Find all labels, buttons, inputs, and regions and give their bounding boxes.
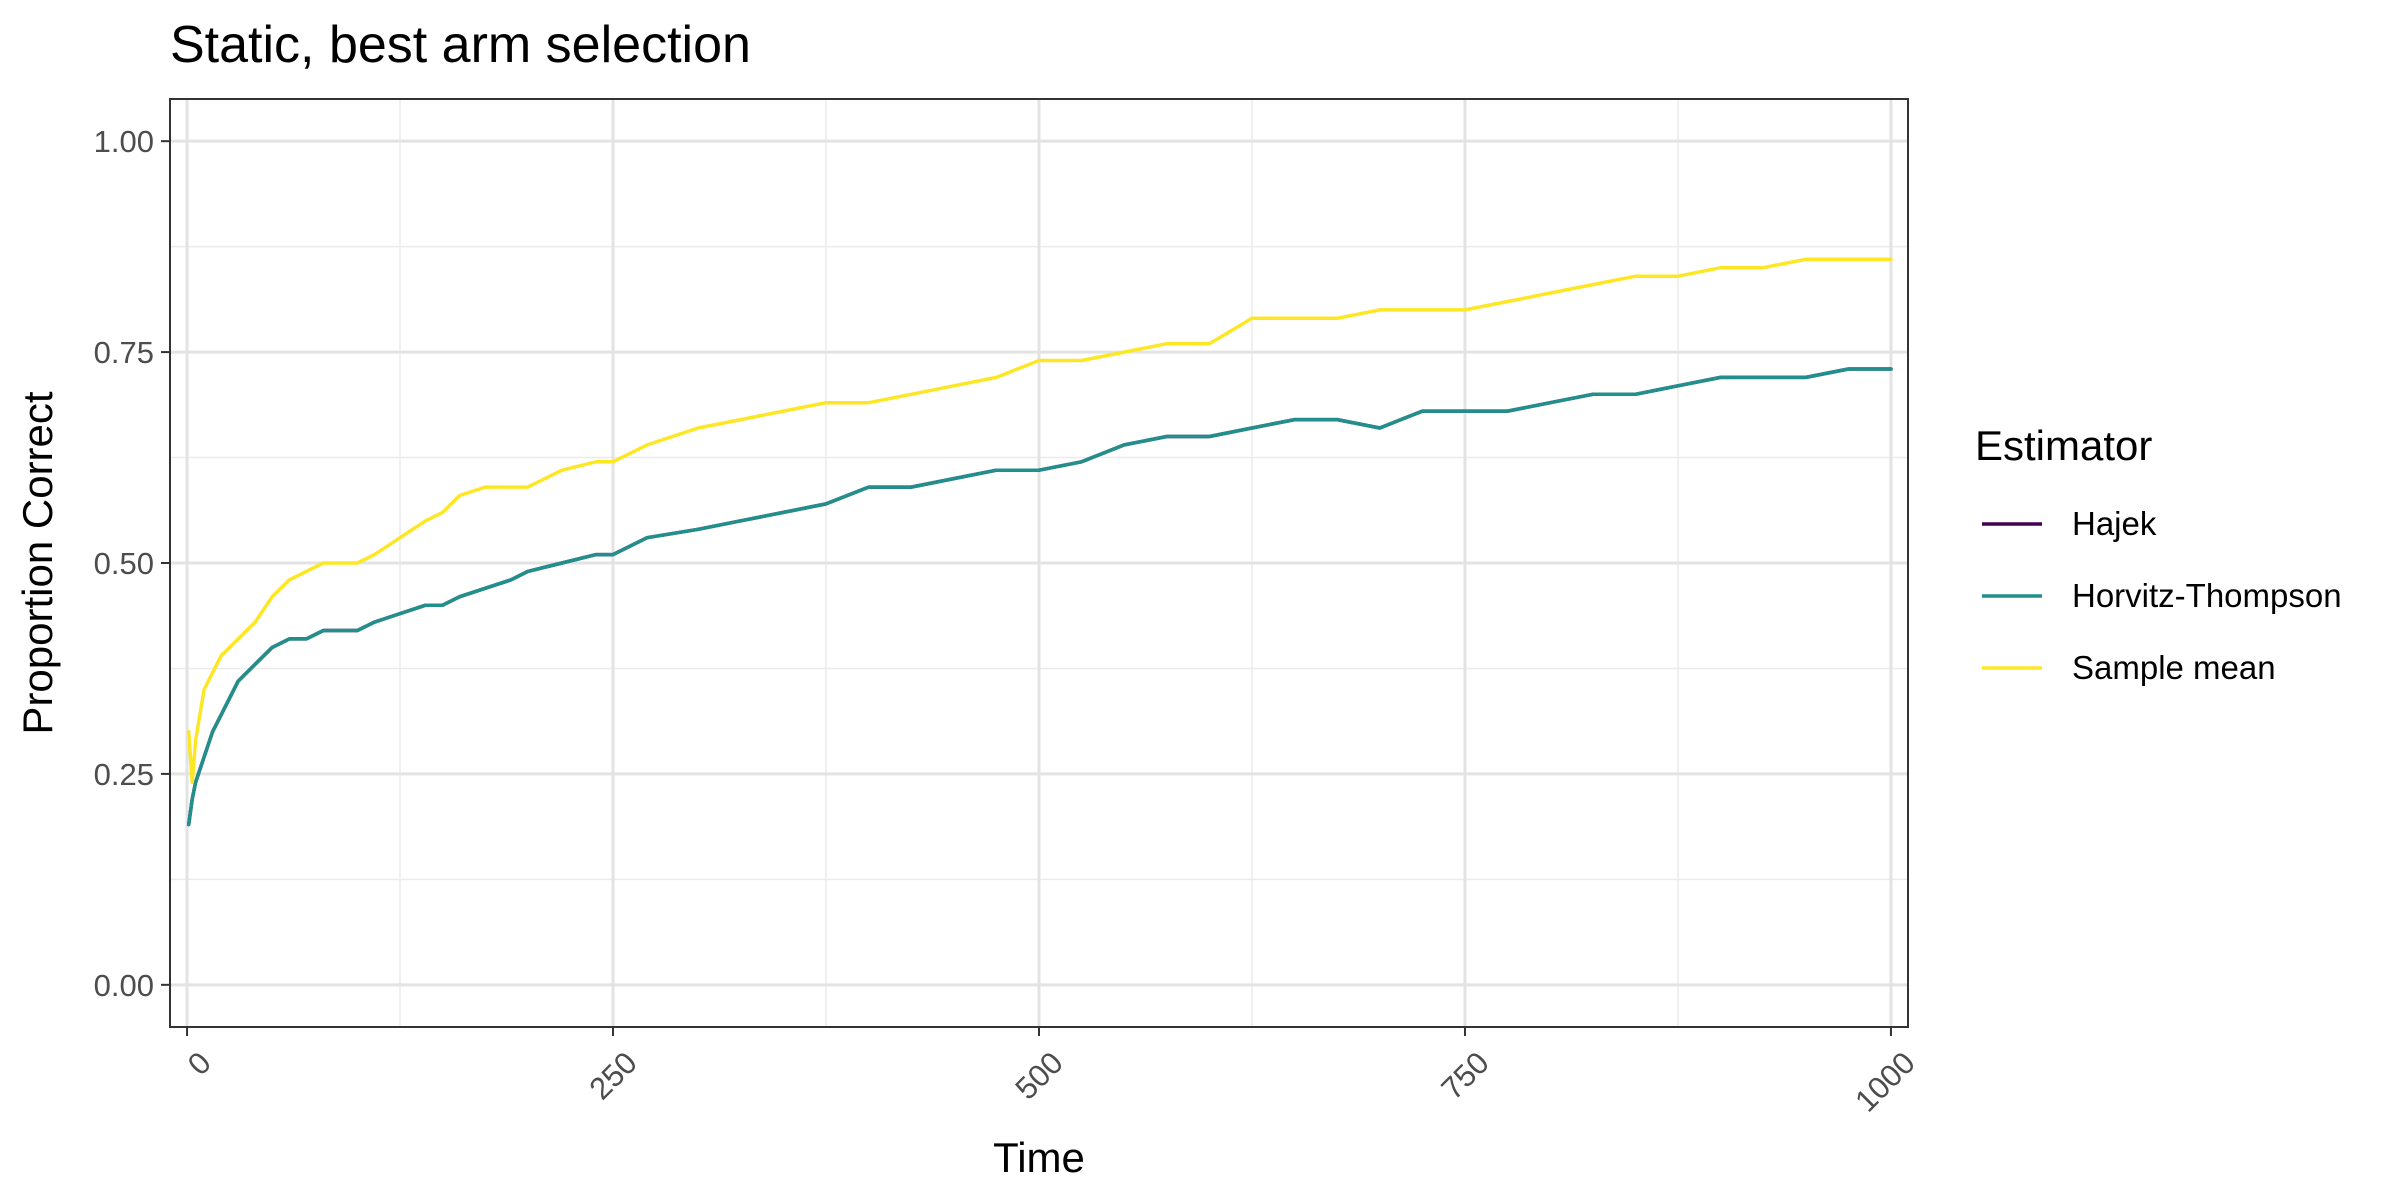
legend-label: Horvitz-Thompson: [2072, 577, 2342, 614]
y-tick-label: 0.25: [94, 757, 154, 792]
legend-items: Hajek Horvitz-Thompson Sample mean: [1982, 505, 2342, 686]
grid-layer: [170, 99, 1908, 1027]
legend-title: Estimator: [1975, 422, 2152, 469]
y-tick-label: 0.75: [94, 335, 154, 370]
series-line-horvitz-thompson: [186, 367, 1893, 827]
y-axis-title: Proportion Correct: [14, 391, 61, 734]
y-tick-label: 1.00: [94, 124, 154, 159]
y-tick-label: 0.00: [94, 968, 154, 1003]
y-tick-label: 0.50: [94, 546, 154, 581]
legend-label: Sample mean: [2072, 649, 2276, 686]
x-axis-title: Time: [993, 1134, 1085, 1181]
legend-label: Hajek: [2072, 505, 2157, 542]
chart-title: Static, best arm selection: [170, 16, 751, 74]
series-layer: [186, 257, 1893, 827]
series-line-sample-mean: [186, 257, 1893, 785]
legend: Estimator Hajek Horvitz-Thompson Sample me…: [1975, 422, 2342, 686]
